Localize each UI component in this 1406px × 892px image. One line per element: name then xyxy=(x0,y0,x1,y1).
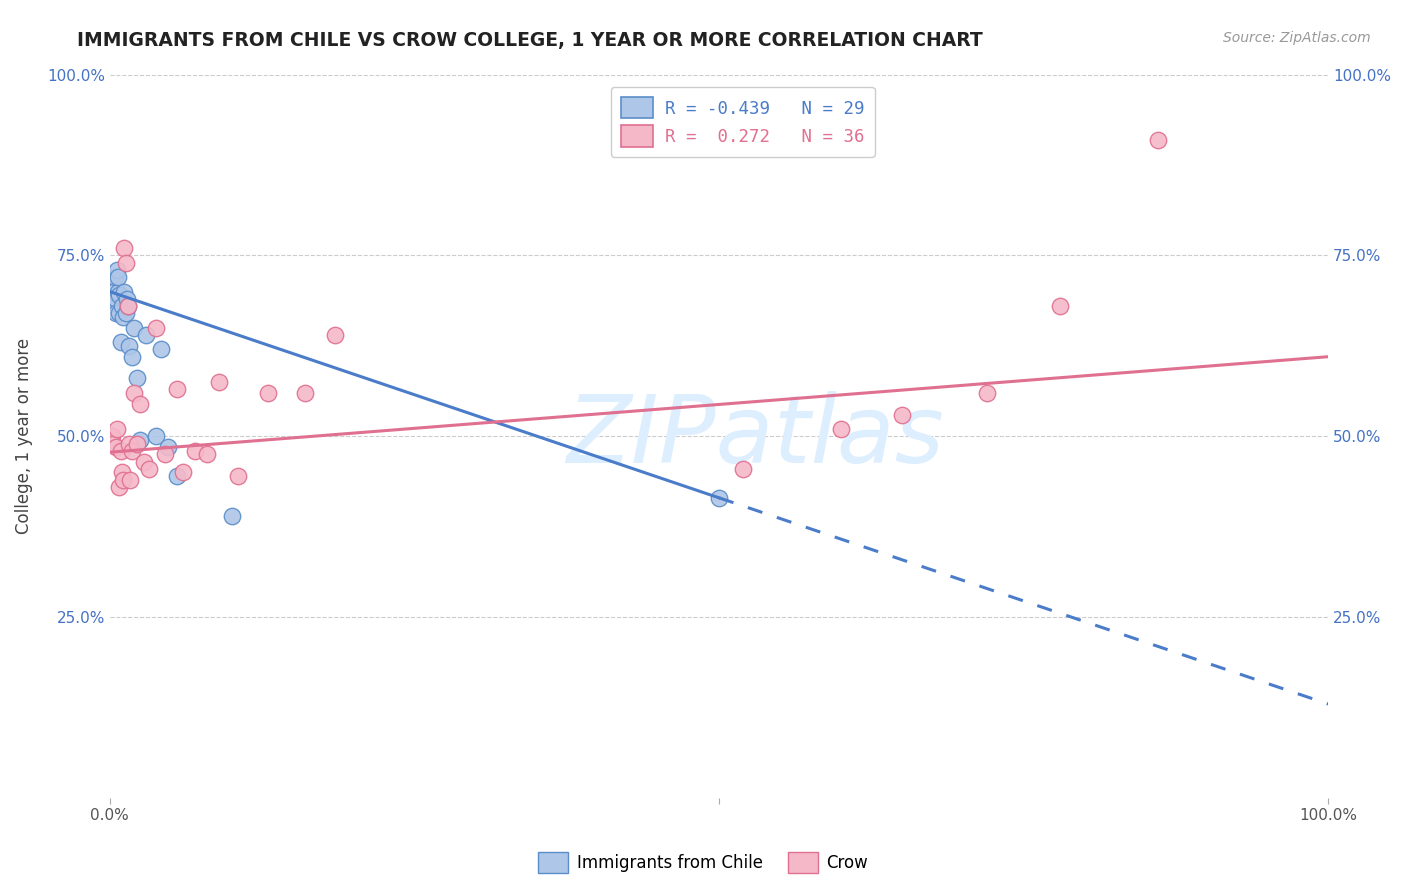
Point xyxy=(145,429,167,443)
Point xyxy=(208,375,231,389)
Point xyxy=(107,285,129,299)
Point xyxy=(104,270,127,285)
Point xyxy=(117,299,139,313)
Point xyxy=(112,310,135,324)
Point xyxy=(149,343,172,357)
Point xyxy=(153,447,176,461)
Legend: R = -0.439   N = 29, R =  0.272   N = 36: R = -0.439 N = 29, R = 0.272 N = 36 xyxy=(612,87,875,157)
Point xyxy=(122,385,145,400)
Point xyxy=(118,339,141,353)
Point xyxy=(138,462,160,476)
Point xyxy=(105,263,128,277)
Point xyxy=(115,292,138,306)
Point xyxy=(976,385,998,400)
Point xyxy=(294,385,316,400)
Point xyxy=(104,292,127,306)
Point xyxy=(112,473,135,487)
Point xyxy=(890,408,912,422)
Point xyxy=(117,299,139,313)
Point xyxy=(166,382,188,396)
Point xyxy=(114,255,136,269)
Point xyxy=(830,422,852,436)
Point xyxy=(323,328,346,343)
Point xyxy=(733,462,755,476)
Point xyxy=(121,443,143,458)
Point xyxy=(145,320,167,334)
Point xyxy=(101,295,124,310)
Point xyxy=(103,285,125,299)
Point xyxy=(111,466,134,480)
Point xyxy=(112,241,135,255)
Point xyxy=(226,469,249,483)
Point xyxy=(184,443,207,458)
Point xyxy=(707,491,730,505)
Point xyxy=(110,443,132,458)
Point xyxy=(122,320,145,334)
Point xyxy=(195,447,218,461)
Text: Source: ZipAtlas.com: Source: ZipAtlas.com xyxy=(1223,31,1371,45)
Text: ZIPatlas: ZIPatlas xyxy=(567,391,945,482)
Point xyxy=(110,335,132,350)
Point xyxy=(125,436,148,450)
Point xyxy=(157,440,180,454)
Point xyxy=(129,397,152,411)
Point xyxy=(125,371,148,385)
Point xyxy=(105,422,128,436)
Point xyxy=(101,429,124,443)
Point xyxy=(120,473,142,487)
Point xyxy=(114,306,136,320)
Legend: Immigrants from Chile, Crow: Immigrants from Chile, Crow xyxy=(531,846,875,880)
Point xyxy=(257,385,280,400)
Point xyxy=(118,436,141,450)
Point xyxy=(103,436,125,450)
Point xyxy=(135,328,157,343)
Point xyxy=(121,350,143,364)
Point xyxy=(104,306,127,320)
Point xyxy=(108,288,131,302)
Point xyxy=(166,469,188,483)
Point xyxy=(221,508,243,523)
Point xyxy=(1049,299,1071,313)
Point xyxy=(108,480,131,494)
Y-axis label: College, 1 year or more: College, 1 year or more xyxy=(15,338,32,534)
Point xyxy=(1146,133,1168,147)
Point xyxy=(107,270,129,285)
Point xyxy=(112,285,135,299)
Point xyxy=(104,440,127,454)
Point xyxy=(132,455,155,469)
Point xyxy=(129,433,152,447)
Point xyxy=(111,299,134,313)
Point xyxy=(172,466,194,480)
Text: IMMIGRANTS FROM CHILE VS CROW COLLEGE, 1 YEAR OR MORE CORRELATION CHART: IMMIGRANTS FROM CHILE VS CROW COLLEGE, 1… xyxy=(77,31,983,50)
Point xyxy=(108,306,131,320)
